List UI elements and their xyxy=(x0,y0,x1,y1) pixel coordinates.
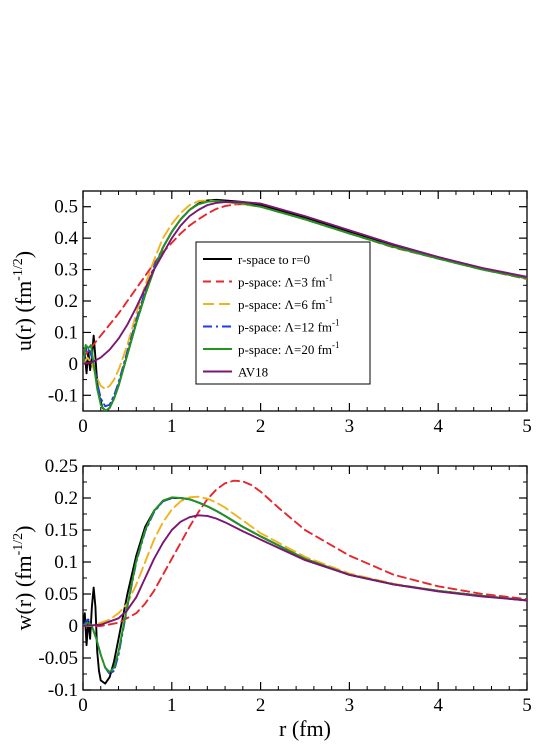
series-line-av18 xyxy=(83,201,527,365)
legend: r-space to r=0 p-space: Λ=3 fm-1 p-space: … xyxy=(195,241,371,385)
legend-label-lambda12: p-space: Λ=12 fm-1 xyxy=(238,318,340,335)
bottom-chart: 0 1 2 3 4 5 -0.1 -0.05 0 0.05 0.1 0.15 0.2 0.25 w(r) (… xyxy=(11,456,532,741)
y-axis-title: w(r) (fm-1/2) xyxy=(11,525,36,630)
legend-label-lambda3: p-space: Λ=3 fm-1 xyxy=(238,273,333,290)
series-line-lambda20 xyxy=(83,200,527,411)
legend-label-lambda6: p-space: Λ=6 fm-1 xyxy=(238,295,333,312)
x-tick-label: 5 xyxy=(522,416,532,437)
y-tick-label: 0.4 xyxy=(54,228,78,249)
x-axis-title: r (fm) xyxy=(279,716,331,741)
y-tick-label: 0.15 xyxy=(45,520,78,541)
plot-frame xyxy=(82,465,528,691)
x-tick-label: 1 xyxy=(167,416,177,437)
y-tick-label: 0 xyxy=(69,616,79,637)
x-tick-label: 2 xyxy=(256,416,266,437)
x-tick-label: 4 xyxy=(433,695,443,716)
series-line-av18 xyxy=(83,514,527,627)
x-tick-label: 3 xyxy=(345,416,355,437)
legend-label-av18: AV18 xyxy=(238,365,268,380)
legend-label-lambda20: p-space: Λ=20 fm-1 xyxy=(238,340,340,357)
y-tick-label: 0.1 xyxy=(54,322,78,343)
y-axis-title: u(r) (fm-1/2) xyxy=(11,251,36,351)
y-tick-label: 0.05 xyxy=(45,584,78,605)
x-tick-label: 0 xyxy=(78,416,88,437)
series-line-lambda6 xyxy=(83,495,527,627)
series-line-lambda3 xyxy=(83,479,527,627)
x-tick-label: 3 xyxy=(345,695,355,716)
y-tick-label: 0 xyxy=(69,354,79,375)
y-tick-label: 0.3 xyxy=(54,260,78,281)
y-tick-label: 0.2 xyxy=(54,488,78,509)
y-tick-label: -0.1 xyxy=(48,385,78,406)
y-tick-label: 0.2 xyxy=(54,291,78,312)
y-tick-label: -0.05 xyxy=(38,648,78,669)
series-group xyxy=(83,479,527,685)
x-tick-label: 2 xyxy=(256,695,266,716)
y-tick-label: 0.1 xyxy=(54,552,78,573)
x-tick-label: 4 xyxy=(433,416,443,437)
x-tick-label: 5 xyxy=(522,695,532,716)
series-line-lambda12 xyxy=(83,497,527,675)
x-tick-label: 0 xyxy=(78,695,88,716)
series-group xyxy=(83,198,527,411)
x-tick-label: 1 xyxy=(167,695,177,716)
top-chart: 0 1 2 3 4 5-0.100.10.20.30.40.5u(r) (fm-1/2) r… xyxy=(11,190,532,437)
series-line-r-space xyxy=(83,497,527,685)
legend-box xyxy=(195,241,371,385)
y-tick-label: 0.5 xyxy=(54,197,78,218)
legend-label-r-space: r-space to r=0 xyxy=(238,252,310,267)
y-tick-label: -0.1 xyxy=(48,680,78,701)
y-tick-label: 0.25 xyxy=(45,456,78,477)
